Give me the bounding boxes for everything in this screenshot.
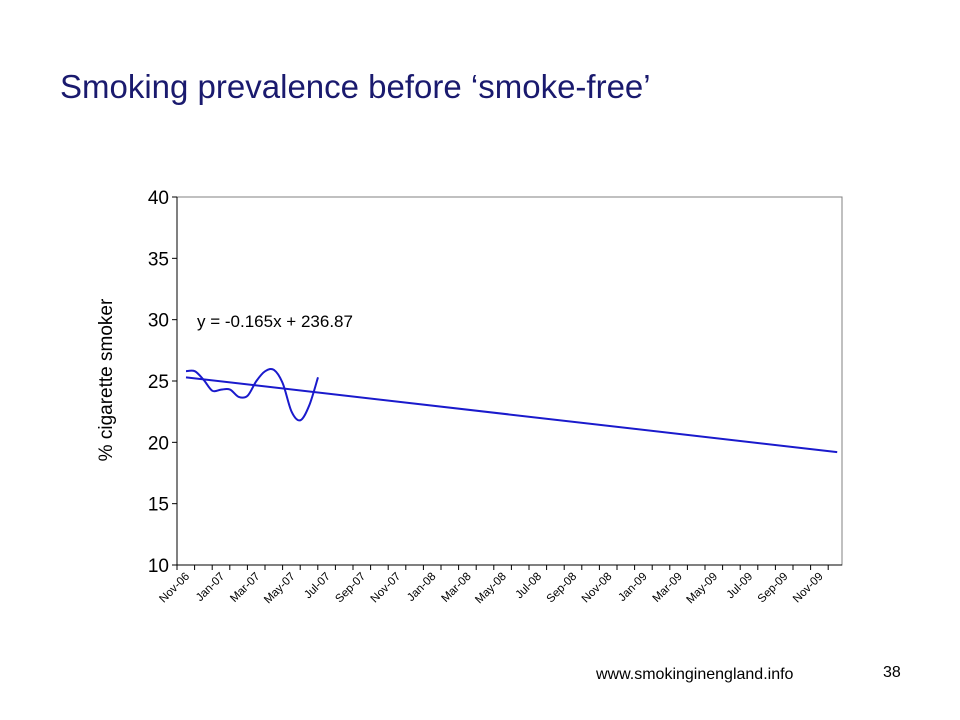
x-tick-label: Nov-07 bbox=[369, 571, 404, 606]
x-tick-label: Jan-08 bbox=[405, 571, 438, 604]
x-tick-label: Jul-08 bbox=[513, 571, 544, 602]
page-number: 38 bbox=[883, 664, 901, 681]
x-tick-label: Sep-08 bbox=[545, 571, 580, 606]
x-tick-label: Jul-09 bbox=[725, 571, 756, 602]
y-tick-label: 30 bbox=[148, 311, 169, 332]
y-tick-label: 25 bbox=[148, 372, 169, 393]
slide-title: Smoking prevalence before ‘smoke-free’ bbox=[60, 68, 651, 105]
trend-series-line bbox=[185, 376, 838, 454]
y-tick-label: 10 bbox=[148, 556, 169, 577]
x-tick-label: Mar-09 bbox=[651, 571, 685, 605]
footer-url[interactable]: www.smokinginengland.info bbox=[596, 666, 794, 683]
x-tick-label: Sep-07 bbox=[333, 571, 368, 606]
x-tick-label: May-08 bbox=[473, 571, 509, 607]
observed-series-line bbox=[185, 367, 319, 422]
y-tick-label: 40 bbox=[148, 188, 169, 209]
x-tick-label: May-09 bbox=[685, 571, 721, 607]
plot-area bbox=[176, 196, 843, 566]
x-tick-label: Nov-09 bbox=[791, 571, 826, 606]
x-tick-label: Jan-07 bbox=[194, 571, 227, 604]
x-tick-label: Mar-07 bbox=[228, 571, 262, 605]
x-tick-label: Jan-09 bbox=[616, 571, 649, 604]
y-tick-label: 20 bbox=[148, 433, 169, 454]
x-tick-label: Mar-08 bbox=[439, 571, 473, 605]
x-tick-label: Jul-07 bbox=[302, 571, 333, 602]
x-tick-label: May-07 bbox=[262, 571, 298, 607]
y-axis-label: % cigarette smoker bbox=[96, 298, 117, 461]
y-tick-label: 35 bbox=[148, 249, 169, 270]
y-tick-label: 15 bbox=[148, 495, 169, 516]
x-tick-label: Sep-09 bbox=[756, 571, 791, 606]
trendline-equation: y = -0.165x + 236.87 bbox=[197, 312, 353, 331]
x-tick-label: Nov-08 bbox=[580, 571, 615, 606]
